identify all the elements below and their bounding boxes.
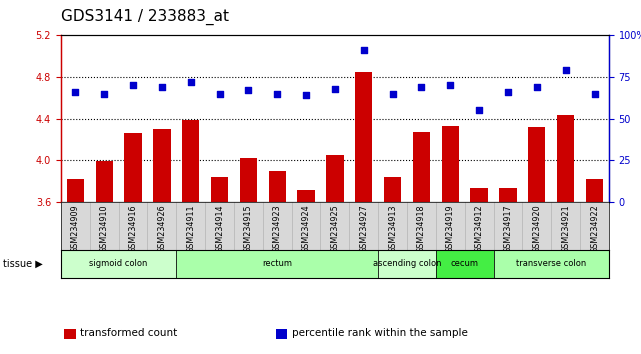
Point — [128, 82, 138, 88]
Text: GSM234925: GSM234925 — [330, 204, 340, 253]
Bar — [297, 190, 315, 202]
Text: GSM234919: GSM234919 — [445, 204, 455, 253]
Point — [416, 84, 426, 90]
Text: GSM234913: GSM234913 — [388, 204, 397, 253]
Point — [301, 92, 312, 98]
Bar — [269, 171, 286, 202]
Point — [214, 91, 224, 96]
Point — [244, 87, 254, 93]
Bar — [499, 188, 517, 202]
Point — [474, 107, 485, 113]
Bar — [61, 250, 176, 278]
Bar — [384, 177, 401, 202]
Bar — [176, 250, 378, 278]
Text: GDS3141 / 233883_at: GDS3141 / 233883_at — [61, 9, 229, 25]
Text: GSM234920: GSM234920 — [532, 204, 542, 253]
Text: GSM234917: GSM234917 — [503, 204, 513, 253]
Text: GSM234926: GSM234926 — [157, 204, 167, 253]
Text: GSM234911: GSM234911 — [186, 204, 196, 253]
Text: GSM234915: GSM234915 — [244, 204, 253, 253]
Bar — [96, 161, 113, 202]
Bar — [378, 250, 436, 278]
Text: tissue ▶: tissue ▶ — [3, 259, 43, 269]
Text: GSM234918: GSM234918 — [417, 204, 426, 253]
Point — [329, 86, 340, 91]
Text: GSM234927: GSM234927 — [359, 204, 369, 253]
Text: GSM234909: GSM234909 — [71, 204, 80, 253]
Text: GSM234923: GSM234923 — [272, 204, 282, 253]
Text: GSM234922: GSM234922 — [590, 204, 599, 253]
Point — [156, 84, 167, 90]
Text: transverse colon: transverse colon — [516, 259, 587, 268]
Bar — [442, 126, 459, 202]
Point — [71, 89, 81, 95]
Bar — [355, 72, 372, 202]
Text: GSM234914: GSM234914 — [215, 204, 224, 253]
Text: cecum: cecum — [451, 259, 479, 268]
Point — [358, 47, 369, 53]
Bar — [211, 177, 228, 202]
Bar — [240, 158, 257, 202]
Point — [99, 91, 109, 96]
Bar — [67, 179, 84, 202]
Text: percentile rank within the sample: percentile rank within the sample — [292, 328, 467, 338]
Bar — [470, 188, 488, 202]
Text: ascending colon: ascending colon — [373, 259, 441, 268]
Text: sigmoid colon: sigmoid colon — [89, 259, 148, 268]
Text: transformed count: transformed count — [80, 328, 178, 338]
Bar — [436, 250, 494, 278]
Bar — [557, 115, 574, 202]
Bar — [494, 250, 609, 278]
Bar — [153, 129, 171, 202]
Bar — [182, 120, 199, 202]
Text: GSM234916: GSM234916 — [128, 204, 138, 253]
Point — [589, 91, 599, 96]
Bar — [124, 133, 142, 202]
Text: rectum: rectum — [262, 259, 292, 268]
Point — [560, 68, 570, 73]
Point — [272, 91, 282, 96]
Point — [445, 82, 455, 88]
Point — [186, 79, 196, 85]
Text: GSM234912: GSM234912 — [474, 204, 484, 253]
Bar — [586, 179, 603, 202]
Text: GSM234910: GSM234910 — [99, 204, 109, 253]
Bar — [413, 132, 430, 202]
Text: GSM234924: GSM234924 — [301, 204, 311, 253]
Bar — [528, 127, 545, 202]
Bar — [326, 155, 344, 202]
Point — [503, 89, 513, 95]
Point — [387, 91, 397, 96]
Text: GSM234921: GSM234921 — [561, 204, 570, 253]
Point — [532, 84, 542, 90]
